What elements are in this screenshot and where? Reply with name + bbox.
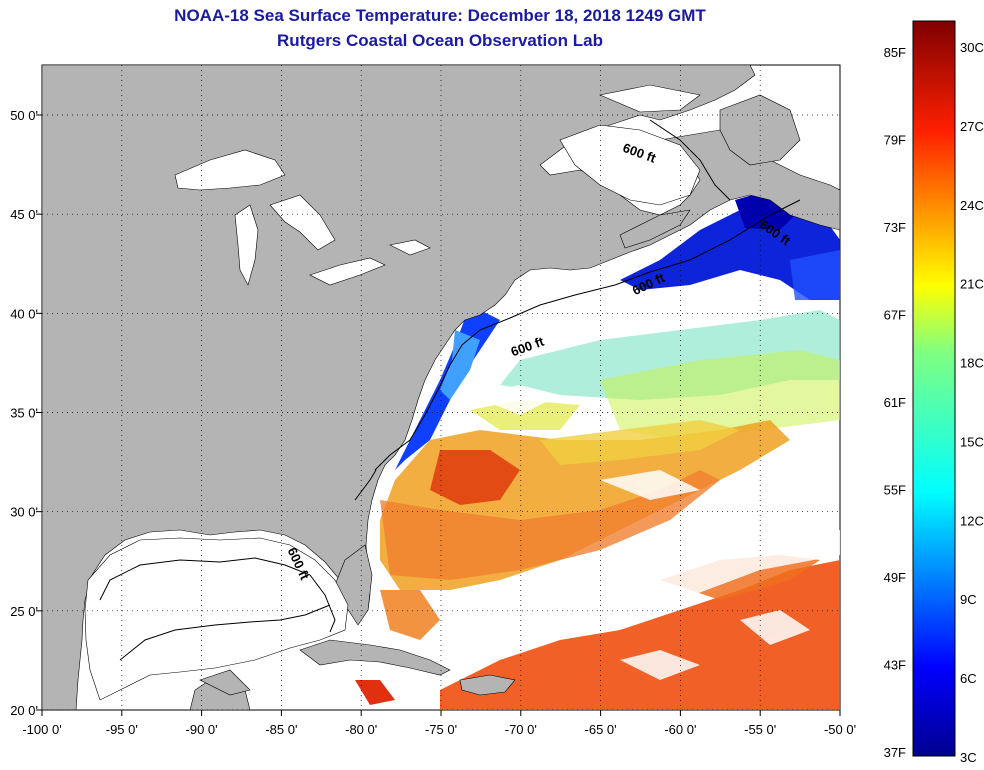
- colorbar: [912, 20, 956, 757]
- lat-label: 45 0': [10, 207, 38, 222]
- lat-label: 20 0': [10, 703, 38, 718]
- lon-label: -90 0': [186, 722, 218, 737]
- lat-label: 35 0': [10, 406, 38, 421]
- map-title: NOAA-18 Sea Surface Temperature: Decembe…: [174, 6, 706, 25]
- map-subtitle: Rutgers Coastal Ocean Observation Lab: [277, 31, 603, 50]
- lat-label: 50 0': [10, 108, 38, 123]
- colorbar-f-label: 67F: [884, 308, 906, 323]
- colorbar-c-label: 3C: [960, 750, 977, 765]
- lat-label: 40 0': [10, 306, 38, 321]
- lon-label: -70 0': [505, 722, 537, 737]
- colorbar-c-label: 30C: [960, 40, 984, 55]
- lon-label: -85 0': [265, 722, 297, 737]
- lon-label: -55 0': [744, 722, 776, 737]
- lon-label: -65 0': [585, 722, 617, 737]
- colorbar-c-label: 24C: [960, 198, 984, 213]
- lat-label: 30 0': [10, 505, 38, 520]
- colorbar-labels: 85F 79F 73F 67F 61F 55F 49F 43F 37F 30C 27C 24C 21C 1…: [884, 40, 984, 765]
- colorbar-c-label: 15C: [960, 434, 984, 449]
- colorbar-f-label: 49F: [884, 570, 906, 585]
- lon-label: -100 0': [22, 722, 61, 737]
- lon-label: -60 0': [664, 722, 696, 737]
- colorbar-f-label: 79F: [884, 133, 906, 148]
- depth-contour-600ft: [99, 119, 801, 661]
- gulf-of-mexico: [84, 537, 349, 701]
- lon-label: -95 0': [106, 722, 138, 737]
- colorbar-f-label: 37F: [884, 745, 906, 760]
- colorbar-f-label: 55F: [884, 483, 906, 498]
- colorbar-c-label: 12C: [960, 513, 984, 528]
- lat-label: 25 0': [10, 604, 38, 619]
- lon-label: -80 0': [345, 722, 377, 737]
- colorbar-f-label: 85F: [884, 45, 906, 60]
- colorbar-f-label: 43F: [884, 658, 906, 673]
- lon-label: -50 0': [824, 722, 856, 737]
- colorbar-c-label: 27C: [960, 119, 984, 134]
- sst-data: [355, 190, 840, 710]
- lon-label: -75 0': [425, 722, 457, 737]
- great-lakes: [174, 84, 701, 286]
- colorbar-f-label: 61F: [884, 395, 906, 410]
- colorbar-c-label: 18C: [960, 356, 984, 371]
- colorbar-c-label: 21C: [960, 277, 984, 292]
- map-axes: -100 0' -95 0' -90 0' -85 0' -80 0' -75 0' -70…: [10, 108, 856, 737]
- graticule: [42, 65, 840, 710]
- colorbar-f-label: 73F: [884, 220, 906, 235]
- colorbar-c-label: 6C: [960, 671, 977, 686]
- colorbar-c-label: 9C: [960, 592, 977, 607]
